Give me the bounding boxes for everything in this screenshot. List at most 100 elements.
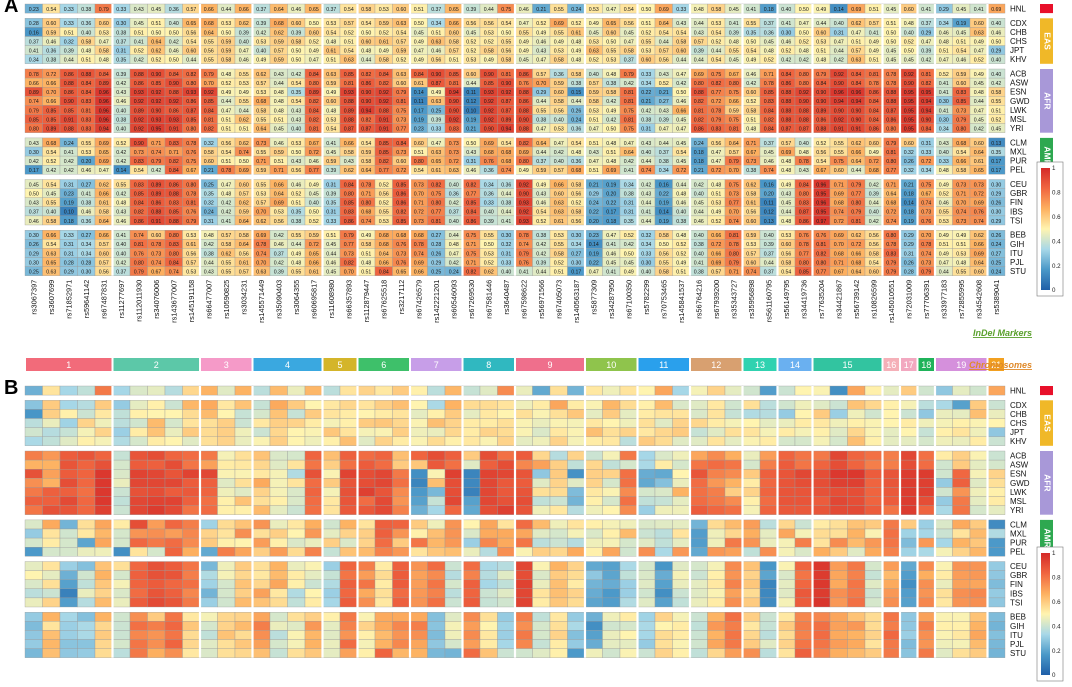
cell-value-label: 0.31 bbox=[64, 251, 74, 257]
marker-label: rs3064355 bbox=[292, 280, 301, 315]
population-label: PEL bbox=[1010, 166, 1026, 175]
heatmap-cell bbox=[479, 469, 498, 479]
cell-value-label: 0.54 bbox=[291, 81, 301, 87]
heatmap-cell bbox=[532, 400, 551, 410]
cell-value-label: 0.39 bbox=[256, 21, 266, 27]
cell-value-label: 0.50 bbox=[501, 30, 511, 36]
heatmap-cell bbox=[479, 505, 498, 515]
heatmap-cell bbox=[479, 597, 498, 608]
cell-value-label: 0.84 bbox=[869, 99, 879, 105]
cell-value-label: 0.19 bbox=[589, 251, 599, 257]
cell-value-label: 0.75 bbox=[834, 159, 844, 165]
cell-value-label: 0.39 bbox=[729, 30, 739, 36]
cell-value-label: 0.52 bbox=[134, 49, 144, 55]
cell-value-label: 0.61 bbox=[309, 270, 319, 276]
cell-value-label: 0.85 bbox=[151, 81, 161, 87]
cell-value-label: 0.40 bbox=[939, 150, 949, 156]
heatmap-cell bbox=[864, 588, 883, 599]
cell-value-label: 0.44 bbox=[659, 39, 669, 45]
cell-value-label: 0.83 bbox=[134, 159, 144, 165]
cell-value-label: 0.53 bbox=[641, 49, 651, 55]
heatmap-cell bbox=[882, 630, 901, 640]
heatmap-cell bbox=[392, 505, 411, 515]
heatmap-cell bbox=[689, 496, 708, 506]
heatmap-cell bbox=[689, 519, 708, 530]
heatmap-cell bbox=[654, 528, 673, 539]
heatmap-cell bbox=[392, 487, 411, 497]
heatmap-cell bbox=[969, 612, 988, 622]
cell-value-label: 0.53 bbox=[99, 30, 109, 36]
cell-value-label: 0.81 bbox=[869, 72, 879, 78]
cell-value-label: 0.76 bbox=[799, 233, 809, 239]
cell-value-label: 0.45 bbox=[729, 7, 739, 13]
cell-value-label: 0.25 bbox=[29, 270, 39, 276]
cell-value-label: 0.50 bbox=[309, 21, 319, 27]
cell-value-label: 0.38 bbox=[694, 270, 704, 276]
heatmap-cell bbox=[917, 409, 936, 419]
cell-value-label: 0.22 bbox=[659, 192, 669, 198]
heatmap-cell bbox=[934, 505, 953, 515]
heatmap-cell bbox=[112, 409, 131, 419]
marker-label: rs60546093 bbox=[450, 280, 459, 319]
heatmap-cell bbox=[654, 579, 673, 589]
cell-value-label: 0.41 bbox=[694, 260, 704, 266]
heatmap-cell bbox=[252, 570, 271, 580]
cell-value-label: 0.74 bbox=[746, 270, 756, 276]
chromosome-label: 17 bbox=[904, 360, 914, 370]
heatmap-cell bbox=[409, 436, 428, 446]
heatmap-cell bbox=[42, 487, 61, 497]
cell-value-label: 0.17 bbox=[571, 270, 581, 276]
cell-value-label: 0.39 bbox=[326, 168, 336, 174]
cell-value-label: 0.88 bbox=[886, 90, 896, 96]
cell-value-label: 0.13 bbox=[991, 141, 1001, 147]
heatmap-cell bbox=[934, 588, 953, 599]
marker-label: rs72855995 bbox=[957, 280, 966, 319]
heatmap-cell bbox=[969, 639, 988, 649]
cell-value-label: 0.66 bbox=[46, 233, 56, 239]
cell-value-label: 0.73 bbox=[396, 150, 406, 156]
marker-label: rs67625518 bbox=[380, 280, 389, 319]
heatmap-cell bbox=[619, 579, 638, 589]
cell-value-label: 0.93 bbox=[151, 117, 161, 123]
cell-value-label: 0.55 bbox=[81, 141, 91, 147]
cell-value-label: 0.57 bbox=[554, 168, 564, 174]
cell-value-label: 0.40 bbox=[799, 141, 809, 147]
heatmap-cell bbox=[567, 537, 586, 548]
cell-value-label: 0.53 bbox=[589, 39, 599, 45]
marker-label: rs56739142 bbox=[852, 280, 861, 319]
heatmap-cell bbox=[409, 537, 428, 548]
cell-value-label: 0.47 bbox=[99, 39, 109, 45]
cell-value-label: 0.52 bbox=[571, 201, 581, 207]
cell-value-label: 0.76 bbox=[921, 219, 931, 225]
cell-value-label: 0.60 bbox=[781, 242, 791, 248]
cell-value-label: 0.47 bbox=[589, 270, 599, 276]
cell-value-label: 0.59 bbox=[221, 49, 231, 55]
heatmap-cell bbox=[479, 487, 498, 497]
cell-value-label: 0.52 bbox=[291, 192, 301, 198]
heatmap-cell bbox=[952, 505, 971, 515]
heatmap-cell bbox=[514, 588, 533, 599]
heatmap-cell bbox=[794, 588, 813, 599]
heatmap-cell bbox=[234, 469, 253, 479]
cell-value-label: 0.49 bbox=[956, 233, 966, 239]
heatmap-cell bbox=[392, 478, 411, 488]
heatmap-cell bbox=[234, 450, 253, 461]
heatmap-cell bbox=[59, 409, 78, 419]
heatmap-cell bbox=[777, 561, 796, 571]
cell-value-label: 0.49 bbox=[554, 39, 564, 45]
heatmap-cell bbox=[549, 597, 568, 608]
heatmap-cell bbox=[427, 621, 446, 631]
cell-value-label: 0.57 bbox=[659, 49, 669, 55]
heatmap-cell bbox=[759, 450, 778, 461]
heatmap-cell bbox=[252, 612, 271, 622]
heatmap-cell bbox=[584, 385, 603, 396]
cell-value-label: 0.38 bbox=[571, 81, 581, 87]
cell-value-label: 0.53 bbox=[239, 81, 249, 87]
cell-value-label: 0.88 bbox=[694, 90, 704, 96]
marker-label: rs3217112 bbox=[397, 280, 406, 314]
cell-value-label: 0.60 bbox=[554, 192, 564, 198]
heatmap-cell bbox=[882, 385, 901, 396]
cell-value-label: 0.30 bbox=[81, 270, 91, 276]
heatmap-cell bbox=[514, 639, 533, 649]
cell-value-label: 0.47 bbox=[449, 251, 459, 257]
